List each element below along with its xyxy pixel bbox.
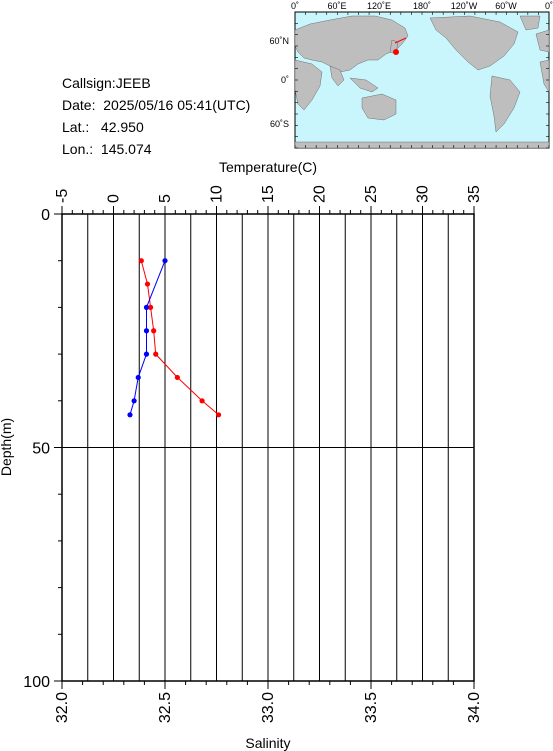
lat-line: Lat.: 42.950 [62,116,250,138]
map-lon-label: 120˚W [451,1,478,11]
callsign-line: Callsign:JEEB [62,72,250,94]
station-info: Callsign:JEEB Date: 2025/05/16 05:41(UTC… [62,72,250,160]
temperature-data-point [138,258,144,264]
temperature-axis-title: Temperature(C) [219,159,317,175]
map-lat-label: 0˚ [281,75,289,85]
temperature-data-point [174,374,180,381]
depth-tick-label: 100 [23,674,50,691]
temperature-tick-label: -5 [54,189,71,203]
temperature-tick-label: 25 [363,185,380,203]
depth-tick-label: 0 [41,207,50,224]
temperature-tick-label: 15 [260,185,277,203]
temperature-tick-label: 35 [466,185,483,203]
map-ticks [294,11,550,149]
salinity-data-point [143,328,150,334]
plot-frame [61,213,475,682]
lon-label: Lon.: [62,141,94,157]
callsign-value: JEEB [115,75,151,91]
map-top-labels: 0˚ 60˚E 120˚E 180˚ 120˚W 60˚W 0˚ [291,1,553,11]
date-value: 2025/05/16 05:41(UTC) [103,97,251,113]
station-marker [393,49,399,55]
salinity-data-point [143,351,150,357]
map-left-labels: 60˚N 0˚ 60˚S [269,36,289,129]
temperature-data-point [147,304,154,310]
salinity-data-point [131,398,137,404]
map-lon-label: 60˚E [327,1,346,11]
map-lat-label: 60˚S [270,119,289,129]
salinity-axis-title: Salinity [245,735,290,751]
salinity-data-point [127,412,133,418]
temperature-tick-label: 0 [106,194,123,203]
map-land [294,15,550,149]
map-lon-label: 120˚E [367,1,391,11]
temperature-tick-label: 20 [312,185,329,203]
temperature-tick-label: 30 [415,185,432,203]
chart-grid [61,214,475,681]
temperature-data-point [199,398,205,404]
temperature-data-point [153,351,159,357]
temperature-profile-line [140,260,219,416]
depth-tick-label: 50 [32,441,50,458]
salinity-profile-line [129,260,166,415]
chart-ticks: -5 0 5 10 15 20 25 30 35 32.0 32.5 33.0 33.5 34.0 0 50 1… [23,185,483,723]
lon-value: 145.074 [100,141,152,157]
salinity-data-point [135,374,141,381]
lat-value: 42.950 [100,119,144,135]
date-line: Date: 2025/05/16 05:41(UTC) [62,94,250,116]
map-lon-label: 180˚ [413,1,431,11]
lat-label: Lat.: [62,119,90,135]
date-label: Date: [62,97,96,113]
callsign-label: Callsign: [62,75,116,91]
map-lon-label: 0˚ [291,1,299,11]
salinity-data-point [143,304,150,310]
depth-axis-title: Depth(m) [0,418,14,476]
temperature-tick-label: 5 [157,194,174,203]
chart-series [127,258,222,418]
temperature-data-point [144,281,151,287]
map-lon-label: 60˚W [495,1,517,11]
salinity-tick-label: 33.0 [260,692,277,723]
world-map: 0˚ 60˚E 120˚E 180˚ 120˚W 60˚W 0˚ 60˚N 0˚… [269,1,553,149]
salinity-data-point [162,258,168,264]
temperature-data-point [215,412,222,418]
map-lon-label: 0˚ [545,1,553,11]
salinity-tick-label: 34.0 [466,692,483,723]
salinity-tick-label: 32.0 [54,692,71,723]
temperature-data-point [151,328,157,334]
temperature-tick-label: 10 [209,185,226,203]
map-lat-label: 60˚N [269,36,289,46]
salinity-tick-label: 33.5 [363,692,380,723]
salinity-tick-label: 32.5 [157,692,174,723]
lon-line: Lon.: 145.074 [62,138,250,160]
